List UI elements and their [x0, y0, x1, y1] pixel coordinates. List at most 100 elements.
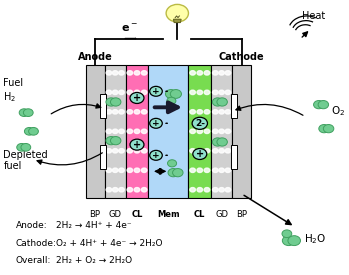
Bar — [231, 94, 237, 118]
Text: +: + — [196, 149, 204, 159]
Bar — [105, 65, 126, 198]
Circle shape — [213, 71, 218, 75]
Text: 2-: 2- — [195, 119, 205, 128]
Circle shape — [17, 144, 27, 151]
Text: CL: CL — [131, 210, 143, 219]
Circle shape — [23, 109, 33, 117]
Bar — [100, 94, 106, 118]
Text: H$_2$O: H$_2$O — [304, 232, 326, 246]
Circle shape — [150, 150, 162, 160]
Text: GD: GD — [109, 210, 122, 219]
Circle shape — [193, 148, 207, 159]
Bar — [232, 65, 251, 198]
Circle shape — [225, 110, 231, 114]
Circle shape — [29, 128, 38, 135]
Text: Heat: Heat — [303, 11, 326, 21]
Circle shape — [112, 71, 118, 75]
Bar — [211, 65, 232, 198]
Bar — [148, 65, 188, 198]
Circle shape — [106, 129, 112, 133]
Circle shape — [213, 188, 218, 192]
Circle shape — [190, 188, 195, 192]
Circle shape — [106, 148, 112, 153]
Circle shape — [165, 90, 177, 98]
Circle shape — [130, 139, 144, 150]
Circle shape — [323, 125, 334, 133]
Text: e$^-$: e$^-$ — [121, 23, 138, 34]
Circle shape — [219, 90, 224, 95]
Circle shape — [225, 188, 231, 192]
Text: GD: GD — [215, 210, 228, 219]
Text: Cathode:: Cathode: — [16, 239, 57, 248]
Circle shape — [213, 110, 218, 114]
Circle shape — [134, 71, 140, 75]
Circle shape — [106, 136, 117, 145]
Text: BP: BP — [236, 210, 247, 219]
Circle shape — [197, 188, 202, 192]
Circle shape — [197, 168, 202, 172]
Circle shape — [204, 168, 210, 172]
Text: Fuel
H$_2$: Fuel H$_2$ — [3, 78, 24, 104]
Circle shape — [150, 86, 162, 96]
Circle shape — [141, 168, 147, 172]
Circle shape — [217, 98, 228, 106]
Circle shape — [112, 129, 118, 133]
Text: Overall:: Overall: — [16, 256, 51, 265]
Circle shape — [119, 168, 124, 172]
Circle shape — [112, 90, 118, 95]
Circle shape — [225, 148, 231, 153]
Text: +: + — [152, 87, 160, 96]
Circle shape — [217, 138, 228, 146]
Circle shape — [197, 90, 202, 95]
Circle shape — [134, 168, 140, 172]
Circle shape — [219, 129, 224, 133]
Circle shape — [318, 101, 329, 109]
Bar — [86, 65, 105, 198]
Circle shape — [112, 188, 118, 192]
Circle shape — [127, 148, 133, 153]
Polygon shape — [173, 19, 181, 23]
Circle shape — [197, 110, 202, 114]
Circle shape — [190, 110, 195, 114]
Circle shape — [150, 118, 162, 128]
Circle shape — [190, 90, 195, 95]
Circle shape — [106, 90, 112, 95]
Circle shape — [197, 129, 202, 133]
Circle shape — [119, 188, 124, 192]
Text: Anode: Anode — [78, 52, 112, 62]
Circle shape — [204, 110, 210, 114]
Circle shape — [190, 148, 195, 153]
Circle shape — [141, 188, 147, 192]
Circle shape — [319, 125, 329, 133]
Text: +: + — [133, 93, 141, 103]
Circle shape — [197, 71, 202, 75]
Circle shape — [134, 90, 140, 95]
Bar — [100, 145, 106, 169]
Text: Cathode: Cathode — [219, 52, 265, 62]
Circle shape — [225, 71, 231, 75]
Circle shape — [119, 110, 124, 114]
Circle shape — [282, 230, 292, 238]
Circle shape — [106, 188, 112, 192]
Circle shape — [168, 169, 179, 177]
Circle shape — [197, 148, 202, 153]
Circle shape — [190, 168, 195, 172]
Circle shape — [225, 129, 231, 133]
Circle shape — [172, 169, 183, 177]
Circle shape — [130, 92, 144, 103]
Text: +: + — [152, 119, 160, 128]
Circle shape — [219, 71, 224, 75]
Text: +: + — [133, 140, 141, 150]
Circle shape — [219, 188, 224, 192]
Circle shape — [119, 129, 124, 133]
Text: Mem: Mem — [157, 210, 180, 219]
Bar — [231, 145, 237, 169]
Circle shape — [134, 129, 140, 133]
Circle shape — [225, 90, 231, 95]
Circle shape — [106, 110, 112, 114]
Circle shape — [112, 168, 118, 172]
Circle shape — [119, 148, 124, 153]
Circle shape — [313, 101, 324, 109]
Circle shape — [282, 236, 295, 246]
Circle shape — [141, 90, 147, 95]
